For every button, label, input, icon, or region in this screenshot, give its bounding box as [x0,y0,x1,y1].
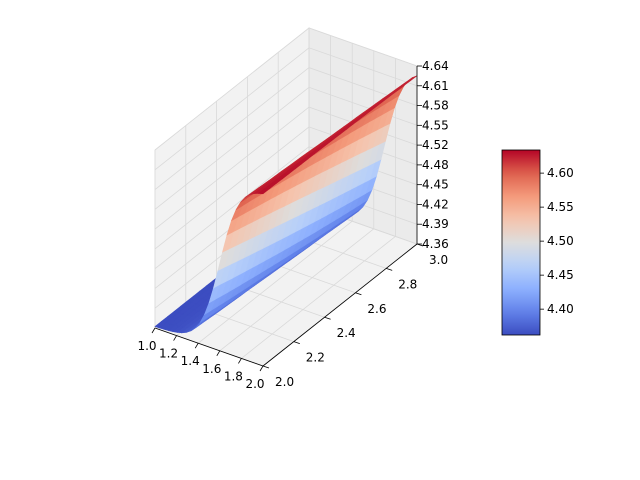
x-tick-label: 1.2 [159,347,178,361]
y-tick-label: 2.0 [275,375,294,389]
z-gridline [154,67,418,190]
z-tick-label: 4.45 [422,178,449,192]
surface-patch [257,188,271,195]
colorbar-tick-label: 4.40 [547,302,574,316]
z-axis: 4.36 4.39 4.42 4.45 4.48 4.52 4.55 4.58 4.61 4.64 [416,59,449,251]
colorbar-tick-label: 4.50 [547,234,574,248]
z-tick-label: 4.48 [422,158,449,172]
surface-plot [154,75,418,334]
x-tick-label: 1.4 [181,354,200,368]
z-tick-label: 4.64 [422,59,449,73]
x-axis: 1.01.21.41.61.82.0 [137,327,265,391]
z-tick-label: 4.42 [422,197,449,211]
z-gridline [154,47,418,171]
x-tick-label: 1.8 [224,369,243,383]
x-tick [238,358,242,364]
y-tick [262,365,270,369]
x-tick [259,365,264,372]
y-tick-label: 2.2 [306,351,325,365]
y-tick [386,268,393,271]
z-tick-label: 4.55 [422,118,449,132]
y-tick-label: 3.0 [429,253,448,267]
colorbar: 4.40 4.45 4.50 4.55 4.60 [501,149,574,336]
y-tick [355,292,362,296]
y-tick [324,316,331,320]
z-tick-label: 4.36 [422,237,449,251]
colorbar-gradient [501,149,541,336]
x-tick [151,327,156,334]
z-gridline [154,146,418,270]
z-tick-label: 4.39 [422,217,449,231]
x-tick-label: 1.0 [137,339,156,353]
x-tick-label: 1.6 [202,362,221,376]
x-tick-label: 2.0 [245,377,264,391]
x-tick [194,342,199,349]
y-tick-label: 2.6 [367,302,386,316]
y-tick-label: 2.4 [337,326,356,340]
z-tick-label: 4.61 [422,79,449,93]
colorbar-tick-label: 4.60 [547,166,574,180]
x-tick [173,335,177,341]
x-axis-line [154,327,264,367]
z-tick-label: 4.58 [422,99,449,113]
y-tick [293,341,300,344]
y-tick-label: 2.8 [398,277,417,291]
z-gridline [154,27,418,151]
colorbar-tick-label: 4.45 [547,268,574,282]
x-tick [216,350,221,357]
z-tick-label: 4.52 [422,138,449,152]
y-axis-line [262,243,418,367]
colorbar-tick-label: 4.55 [547,200,574,214]
